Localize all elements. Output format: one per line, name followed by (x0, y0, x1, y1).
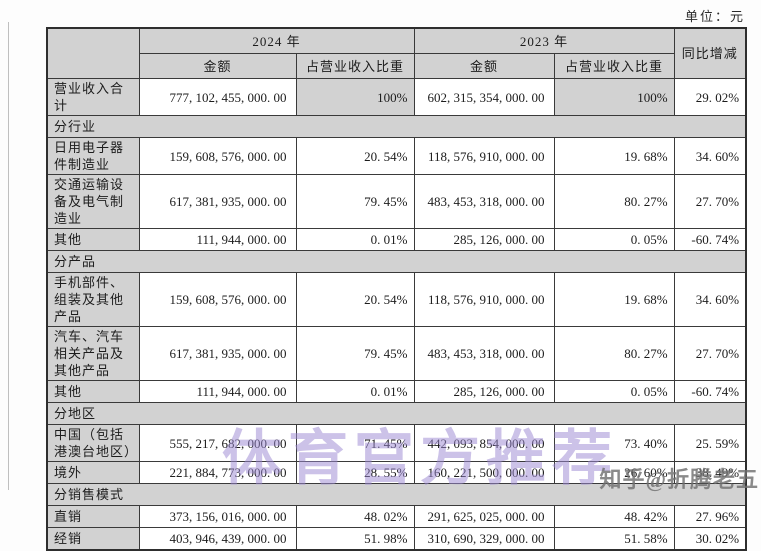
amount-2023: 483, 453, 318, 000. 00 (413, 174, 555, 229)
yoy-change: 27. 96% (673, 505, 747, 528)
col-header-2024: 2024 年 (138, 27, 415, 54)
table-row-distribution-sales: 经销 403, 946, 439, 000. 00 51. 98% 310, 6… (46, 527, 747, 551)
amount-2024: 221, 884, 773, 000. 00 (138, 461, 297, 484)
pct-2024: 51. 98% (295, 527, 415, 551)
pct-2023: 100% (553, 78, 675, 116)
table-row-product-other: 其他 111, 944, 000. 00 0. 01% 285, 126, 00… (46, 380, 747, 403)
pct-2024: 48. 02% (295, 505, 415, 528)
pct-2023: 73. 40% (553, 424, 675, 462)
row-label: 手机部件、组装及其他产品 (46, 272, 140, 327)
amount-2024: 111, 944, 000. 00 (138, 228, 297, 251)
yoy-change: 38. 49% (673, 461, 747, 484)
table-row-mobile-parts: 手机部件、组装及其他产品 159, 608, 576, 000. 00 20. … (46, 272, 747, 327)
section-label: 分产品 (46, 250, 747, 273)
section-label: 分地区 (46, 402, 747, 425)
table-row-total-revenue: 营业收入合计 777, 102, 455, 000. 00 100% 602, … (46, 78, 747, 116)
pct-2024: 20. 54% (295, 137, 415, 175)
pct-2024: 79. 45% (295, 174, 415, 229)
amount-2023: 483, 453, 318, 000. 00 (413, 326, 555, 381)
amount-2023: 291, 625, 025, 000. 00 (413, 505, 555, 528)
col-header-pct-2024: 占营业收入比重 (295, 53, 415, 79)
pct-2023: 51. 58% (553, 527, 675, 551)
yoy-change: 29. 02% (673, 78, 747, 116)
pct-2023: 80. 27% (553, 326, 675, 381)
amount-2023: 310, 690, 329, 000. 00 (413, 527, 555, 551)
pct-2024: 0. 01% (295, 228, 415, 251)
row-label: 汽车、汽车相关产品及其他产品 (46, 326, 140, 381)
col-header-amount-2024: 金额 (138, 53, 297, 79)
header-row-years: 2024 年 2023 年 同比增减 (46, 27, 747, 79)
col-header-pct-2023: 占营业收入比重 (553, 53, 675, 79)
yoy-change: 25. 59% (673, 424, 747, 462)
pct-2023: 19. 68% (553, 137, 675, 175)
amount-2024: 617, 381, 935, 000. 00 (138, 174, 297, 229)
section-row-by-region: 分地区 (46, 402, 747, 425)
pct-2023: 26. 60% (553, 461, 675, 484)
table-row-household-electronics: 日用电子器件制造业 159, 608, 576, 000. 00 20. 54%… (46, 137, 747, 175)
table-row-overseas: 境外 221, 884, 773, 000. 00 28. 55% 160, 2… (46, 461, 747, 484)
yoy-change: 27. 70% (673, 174, 747, 229)
table-row-industry-other: 其他 111, 944, 000. 00 0. 01% 285, 126, 00… (46, 228, 747, 251)
row-label: 营业收入合计 (46, 78, 140, 116)
row-label: 中国（包括港澳台地区） (46, 424, 140, 462)
pct-2023: 80. 27% (553, 174, 675, 229)
table-row-automobiles: 汽车、汽车相关产品及其他产品 617, 381, 935, 000. 00 79… (46, 326, 747, 381)
corner-cell (46, 27, 140, 79)
yoy-change: 34. 60% (673, 137, 747, 175)
amount-2023: 118, 576, 910, 000. 00 (413, 272, 555, 327)
header-row-measures: 金额 占营业收入比重 金额 占营业收入比重 (47, 53, 746, 79)
amount-2023: 160, 221, 500, 000. 00 (413, 461, 555, 484)
table-row-china: 中国（包括港澳台地区） 555, 217, 682, 000. 00 71. 4… (46, 424, 747, 462)
amount-2024: 159, 608, 576, 000. 00 (138, 272, 297, 327)
amount-2023: 285, 126, 000. 00 (413, 228, 555, 251)
col-header-yoy: 同比增减 (673, 27, 747, 79)
section-row-by-sales-model: 分销售模式 (46, 483, 747, 506)
amount-2024: 159, 608, 576, 000. 00 (138, 137, 297, 175)
unit-label: 单位：元 (684, 9, 745, 24)
yoy-change: -60. 74% (673, 228, 747, 251)
amount-2024: 617, 381, 935, 000. 00 (138, 326, 297, 381)
revenue-breakdown-table: 2024 年 2023 年 同比增减 金额 占营业收入比重 金额 占营业收入比重… (46, 27, 748, 551)
pct-2023: 19. 68% (553, 272, 675, 327)
pct-2024: 71. 45% (295, 424, 415, 462)
amount-2024: 403, 946, 439, 000. 00 (138, 527, 297, 551)
pct-2023: 48. 42% (553, 505, 675, 528)
yoy-change: 34. 60% (673, 272, 747, 327)
pct-2024: 20. 54% (295, 272, 415, 327)
pct-2024: 0. 01% (295, 380, 415, 403)
amount-2024: 555, 217, 682, 000. 00 (138, 424, 297, 462)
table-row-transport-equipment: 交通运输设备及电气制造业 617, 381, 935, 000. 00 79. … (46, 174, 747, 229)
amount-2023: 602, 315, 354, 000. 00 (413, 78, 555, 116)
amount-2023: 285, 126, 000. 00 (413, 380, 555, 403)
amount-2024: 373, 156, 016, 000. 00 (138, 505, 297, 528)
pct-2024: 79. 45% (295, 326, 415, 381)
row-label: 交通运输设备及电气制造业 (46, 174, 140, 229)
row-label: 日用电子器件制造业 (46, 137, 140, 175)
section-label: 分行业 (46, 115, 747, 138)
yoy-change: 27. 70% (673, 326, 747, 381)
pct-2024: 28. 55% (295, 461, 415, 484)
yoy-change: -60. 74% (673, 380, 747, 403)
section-row-by-product: 分产品 (46, 250, 747, 273)
row-label: 其他 (46, 380, 140, 403)
row-label: 境外 (46, 461, 140, 484)
pct-2023: 0. 05% (553, 380, 675, 403)
amount-2023: 118, 576, 910, 000. 00 (413, 137, 555, 175)
amount-2024: 111, 944, 000. 00 (138, 380, 297, 403)
amount-2024: 777, 102, 455, 000. 00 (138, 78, 297, 116)
section-label: 分销售模式 (46, 483, 747, 506)
section-row-by-industry: 分行业 (46, 115, 747, 138)
yoy-change: 30. 02% (673, 527, 747, 551)
col-header-amount-2023: 金额 (413, 53, 555, 79)
col-header-2023: 2023 年 (413, 27, 675, 54)
pct-2024: 100% (295, 78, 415, 116)
row-label: 其他 (46, 228, 140, 251)
amount-2023: 442, 093, 854, 000. 00 (413, 424, 555, 462)
row-label: 经销 (46, 527, 140, 551)
row-label: 直销 (46, 505, 140, 528)
table-row-direct-sales: 直销 373, 156, 016, 000. 00 48. 02% 291, 6… (46, 505, 747, 528)
page-left-edge-line (8, 22, 9, 490)
pct-2023: 0. 05% (553, 228, 675, 251)
